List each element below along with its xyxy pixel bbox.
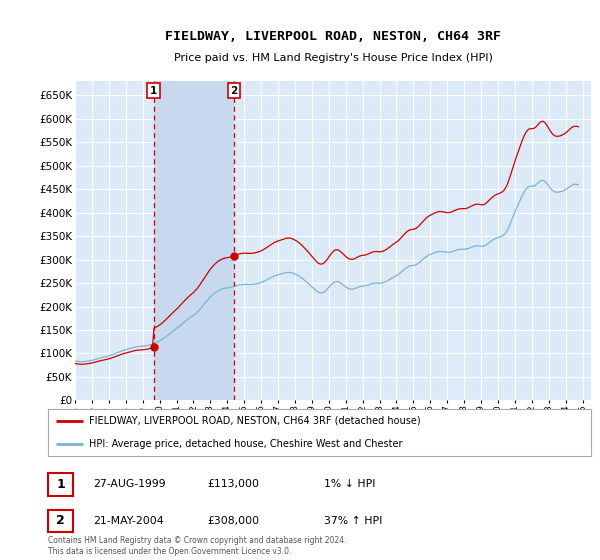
Text: 1: 1 [150,86,157,96]
Text: 2: 2 [56,514,65,528]
Text: £113,000: £113,000 [207,479,259,489]
Bar [154,81,234,400]
Text: 2: 2 [230,86,238,96]
Text: Price paid vs. HM Land Registry's House Price Index (HPI): Price paid vs. HM Land Registry's House … [173,53,493,63]
Text: FIELDWAY, LIVERPOOL ROAD, NESTON, CH64 3RF: FIELDWAY, LIVERPOOL ROAD, NESTON, CH64 3… [165,30,501,43]
Text: 27-AUG-1999: 27-AUG-1999 [93,479,166,489]
Text: FIELDWAY, LIVERPOOL ROAD, NESTON, CH64 3RF (detached house): FIELDWAY, LIVERPOOL ROAD, NESTON, CH64 3… [89,416,421,426]
Text: Contains HM Land Registry data © Crown copyright and database right 2024.
This d: Contains HM Land Registry data © Crown c… [48,536,347,556]
Text: 37% ↑ HPI: 37% ↑ HPI [324,516,382,526]
Text: £308,000: £308,000 [207,516,259,526]
Text: 1% ↓ HPI: 1% ↓ HPI [324,479,376,489]
Text: 1: 1 [56,478,65,491]
Text: 21-MAY-2004: 21-MAY-2004 [93,516,164,526]
Text: HPI: Average price, detached house, Cheshire West and Chester: HPI: Average price, detached house, Ches… [89,438,402,449]
